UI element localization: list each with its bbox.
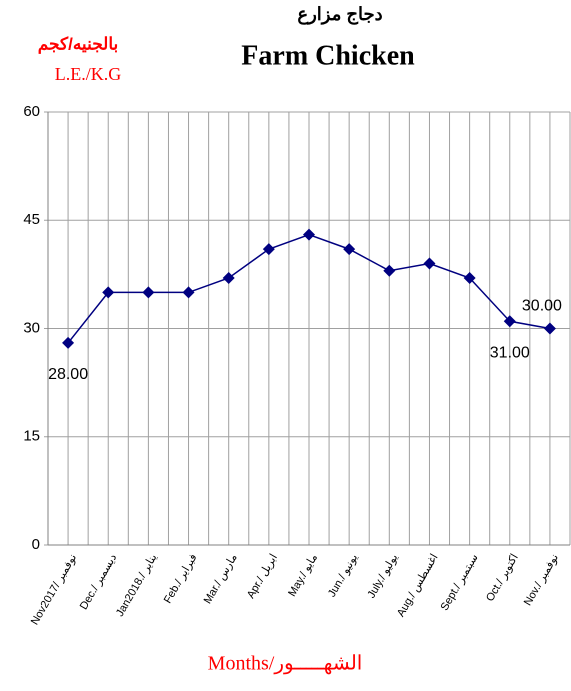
y-unit-label: L.E./K.G bbox=[55, 64, 122, 84]
marker bbox=[303, 228, 315, 241]
marker bbox=[503, 315, 516, 328]
y-tick-label: 45 bbox=[23, 211, 40, 228]
marker bbox=[543, 322, 556, 335]
x-tick-label: July./ يوليو bbox=[366, 552, 401, 600]
data-label: 30.00 bbox=[522, 298, 562, 315]
x-tick-label: Aug./ اغسطس bbox=[395, 552, 441, 619]
x-tick-label: Oct./ اكتوبر bbox=[484, 552, 521, 604]
marker bbox=[463, 271, 476, 284]
chart-title: Farm Chicken bbox=[241, 40, 415, 71]
marker bbox=[102, 286, 115, 299]
x-tick-label: Nov./ نوفمبر bbox=[522, 552, 561, 608]
chart-subtitle: دجاج مزارع bbox=[297, 4, 382, 25]
y-tick-label: 30 bbox=[23, 319, 40, 336]
marker bbox=[182, 286, 195, 299]
x-tick-label: Nov2017/ نوفمبر bbox=[29, 552, 79, 627]
y-label: بالجنيه/كجم bbox=[38, 34, 119, 54]
marker bbox=[62, 336, 75, 349]
x-tick-label: Apr./ ابريل bbox=[245, 552, 280, 601]
data-label: 28.00 bbox=[48, 366, 88, 383]
marker bbox=[383, 264, 396, 277]
marker bbox=[142, 286, 155, 299]
x-tick-label: Jun./ يونيو bbox=[326, 552, 360, 599]
y-tick-label: 15 bbox=[23, 428, 40, 445]
x-tick-label: May./ مايو bbox=[286, 552, 320, 599]
marker bbox=[262, 243, 275, 256]
y-tick-label: 0 bbox=[32, 536, 40, 553]
x-tick-label: Jan2018./ يناير bbox=[114, 552, 160, 619]
x-tick-label: Mar./ مارس bbox=[202, 552, 240, 606]
x-tick-label: Sept./ سبتمبر bbox=[439, 552, 481, 613]
y-tick-label: 60 bbox=[23, 103, 40, 120]
x-label: Months/الشهـــــور bbox=[208, 653, 363, 675]
marker bbox=[343, 243, 356, 256]
x-tick-label: Feb./ فبراير bbox=[162, 552, 200, 606]
marker bbox=[222, 271, 235, 284]
x-tick-label: Dec./ ديسمبر bbox=[78, 552, 120, 612]
data-label: 31.00 bbox=[490, 345, 530, 362]
marker bbox=[423, 257, 436, 270]
